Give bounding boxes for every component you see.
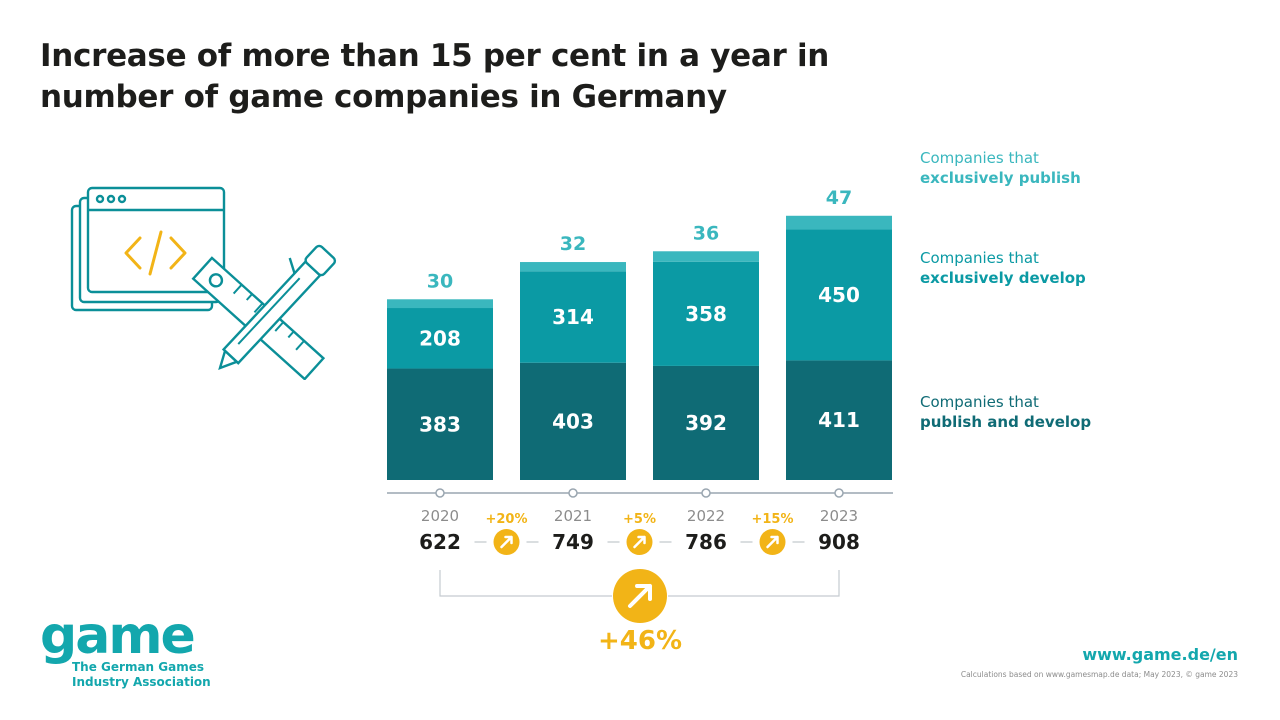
year-tick-label: 2021 [554, 507, 592, 525]
bar-segment [653, 365, 759, 480]
bar-value-label: 314 [552, 305, 594, 329]
axis-tick-marker [435, 488, 445, 498]
chart-title: Increase of more than 15 per cent in a y… [40, 38, 830, 115]
logo-wordmark: game [40, 606, 196, 666]
code-tools-illustration [70, 186, 337, 380]
browser-window-icon [70, 186, 226, 312]
overall-change-label: +46% [597, 626, 683, 656]
bar-top-value-label: 47 [826, 187, 852, 209]
bar-segment [387, 368, 493, 480]
website-link[interactable]: www.game.de/en [1082, 645, 1238, 664]
bar-top-value-label: 30 [427, 270, 453, 292]
overall-bracket [439, 570, 840, 597]
source-note: Calculations based on www.gamesmap.de da… [960, 670, 1238, 679]
total-label: 622 [419, 530, 461, 554]
bar-top-value-label: 32 [560, 233, 586, 255]
year-tick-label: 2023 [820, 507, 858, 525]
bar-value-label: 392 [685, 411, 727, 435]
axis-tick-marker [568, 488, 578, 498]
year-tick-label: 2020 [421, 507, 459, 525]
bar-value-label: 208 [419, 326, 461, 350]
arrow-up-right-icon [633, 535, 646, 549]
legend-publish-and-develop: Companies that publish and develop [920, 392, 1091, 432]
year-change-label: +15% [751, 512, 793, 527]
bar-top-value-label: 36 [693, 222, 719, 244]
legend-label-bold: publish and develop [920, 413, 1092, 431]
legend-exclusively-develop: Companies that exclusively develop [920, 248, 1086, 288]
legend-label: Companies that [920, 393, 1039, 411]
year-change-label: +5% [623, 512, 656, 527]
total-label: 749 [552, 530, 594, 554]
legend-label: Companies that [920, 149, 1039, 167]
legend-label-bold: exclusively publish [920, 169, 1081, 187]
year-change-label: +20% [485, 512, 527, 527]
arrow-up-right-icon [500, 535, 513, 549]
bar-value-label: 411 [818, 408, 860, 432]
legend-label: Companies that [920, 249, 1039, 267]
arrow-up-right-icon [628, 584, 652, 608]
bar-segment [520, 362, 626, 480]
bar-value-label: 358 [685, 302, 727, 326]
bar-segment [786, 229, 892, 361]
legend-exclusively-publish: Companies that exclusively publish [920, 148, 1081, 188]
pen-icon [218, 244, 337, 370]
bar-segment [653, 261, 759, 366]
year-tick-label: 2022 [687, 507, 725, 525]
bar-segment [786, 360, 892, 480]
bar-value-label: 403 [552, 409, 594, 433]
bar-segment [387, 299, 493, 309]
code-brackets-icon [124, 230, 187, 276]
total-label: 908 [818, 530, 860, 554]
axis-tick-marker [834, 488, 844, 498]
logo-subtitle: The German Games Industry Association [72, 660, 211, 689]
axis-tick-marker [701, 488, 711, 498]
bar-segment [653, 251, 759, 262]
bar-segment [520, 262, 626, 272]
bar-segment [786, 215, 892, 230]
bar-segment [520, 271, 626, 363]
bar-value-label: 383 [419, 412, 461, 436]
game-logo[interactable]: game The German Games Industry Associati… [40, 606, 212, 690]
bar-segment [387, 308, 493, 369]
bar-value-label: 450 [818, 283, 860, 307]
arrow-up-right-icon [766, 535, 779, 549]
total-label: 786 [685, 530, 727, 554]
legend-label-bold: exclusively develop [920, 269, 1086, 287]
